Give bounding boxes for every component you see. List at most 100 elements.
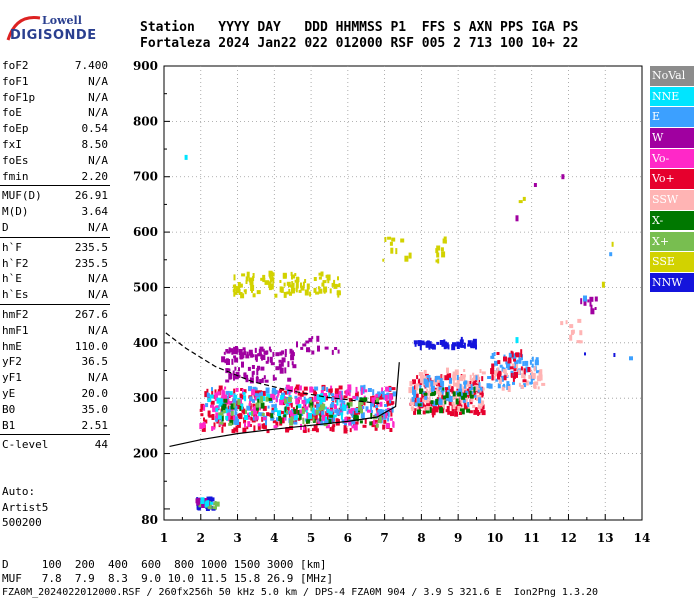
echo-point: [245, 409, 247, 414]
echo-point: [442, 387, 445, 391]
echo-point: [340, 394, 343, 400]
echo-point: [435, 248, 439, 254]
echo-point: [350, 407, 355, 411]
echo-point: [233, 346, 237, 353]
parameter-value: N/A: [88, 90, 108, 104]
echo-point: [578, 340, 583, 344]
chart-grid: [163, 65, 643, 521]
echo-point: [256, 415, 259, 420]
echo-point: [215, 407, 219, 412]
echo-point: [301, 408, 305, 415]
echo-point: [373, 419, 378, 424]
echo-point: [199, 408, 203, 412]
echo-point: [609, 252, 613, 257]
echo-point: [346, 402, 351, 406]
echo-point: [419, 389, 423, 394]
x-tick-label: 7: [380, 531, 388, 545]
echo-point: [457, 342, 461, 348]
echo-point: [265, 387, 270, 394]
echo-point: [239, 393, 244, 400]
echo-point: [293, 409, 297, 415]
echo-point: [325, 395, 328, 401]
echo-point: [224, 359, 227, 364]
echo-point: [254, 347, 257, 353]
echo-point: [265, 360, 269, 364]
echo-point: [326, 274, 331, 281]
echo-point: [456, 375, 459, 380]
echo-point: [291, 287, 295, 294]
echo-point: [516, 364, 518, 370]
echo-point: [381, 387, 384, 392]
y-tick-label: 400: [133, 336, 158, 350]
echo-point: [306, 283, 310, 290]
echo-point: [321, 411, 325, 417]
echo-point: [303, 426, 306, 431]
echo-point: [266, 429, 270, 434]
echo-point: [529, 381, 533, 385]
echo-point: [288, 288, 291, 292]
echo-point: [450, 411, 454, 417]
echo-point: [408, 387, 413, 394]
x-tick-label: 8: [417, 531, 425, 545]
echo-point: [325, 424, 330, 429]
echo-point: [257, 424, 261, 430]
echo-point: [317, 345, 320, 352]
echo-point: [473, 386, 476, 393]
echo-point: [256, 290, 261, 295]
echo-point: [298, 413, 302, 420]
echo-point: [246, 351, 249, 356]
echo-point: [313, 395, 318, 402]
echo-point: [456, 388, 459, 392]
footer-muf-row: MUF 7.8 7.9 8.3 9.0 10.0 11.5 15.8 26.9 …: [2, 572, 334, 585]
echo-point: [247, 421, 251, 428]
echo-point: [224, 407, 228, 414]
echo-point: [210, 404, 214, 408]
parameter-row: foF1 N/A: [0, 74, 112, 90]
echo-point: [212, 506, 217, 510]
echo-point: [234, 291, 238, 295]
echo-point: [280, 395, 285, 399]
legend-entry: NNE: [650, 86, 694, 107]
echo-point: [262, 405, 267, 411]
echo-point: [501, 366, 504, 371]
x-tick-label: 11: [523, 531, 540, 545]
echo-point: [441, 375, 444, 381]
echo-point: [534, 381, 539, 386]
echo-point: [272, 351, 275, 357]
echo-point: [260, 277, 264, 281]
echo-point: [491, 363, 495, 370]
echo-point: [473, 375, 478, 381]
echo-point: [462, 398, 466, 403]
echo-point: [216, 405, 219, 410]
echo-point: [372, 389, 375, 396]
echo-point: [272, 277, 275, 284]
echo-point: [311, 407, 315, 414]
echo-point: [295, 398, 299, 405]
echo-point: [363, 400, 366, 406]
echo-point: [423, 369, 427, 374]
echo-point: [424, 375, 428, 381]
echo-point: [460, 336, 463, 340]
echo-point: [330, 389, 333, 395]
echo-point: [390, 247, 394, 254]
echo-point: [428, 396, 431, 402]
echo-point: [518, 357, 522, 364]
echo-point: [244, 422, 246, 428]
echo-point: [370, 404, 373, 411]
echo-point: [518, 200, 523, 204]
echo-point: [257, 353, 262, 357]
echo-point: [239, 406, 242, 411]
echo-point: [242, 347, 246, 351]
echo-point: [237, 399, 241, 405]
echo-point: [204, 501, 208, 508]
echo-point: [283, 282, 286, 287]
echo-point: [341, 400, 346, 406]
echo-point: [523, 374, 526, 380]
echo-point: [319, 288, 322, 293]
echo-point: [239, 356, 244, 360]
echo-point: [223, 351, 226, 355]
echo-point: [510, 372, 513, 378]
echo-point: [456, 382, 461, 388]
echo-point: [452, 391, 456, 397]
echo-point: [248, 412, 253, 416]
